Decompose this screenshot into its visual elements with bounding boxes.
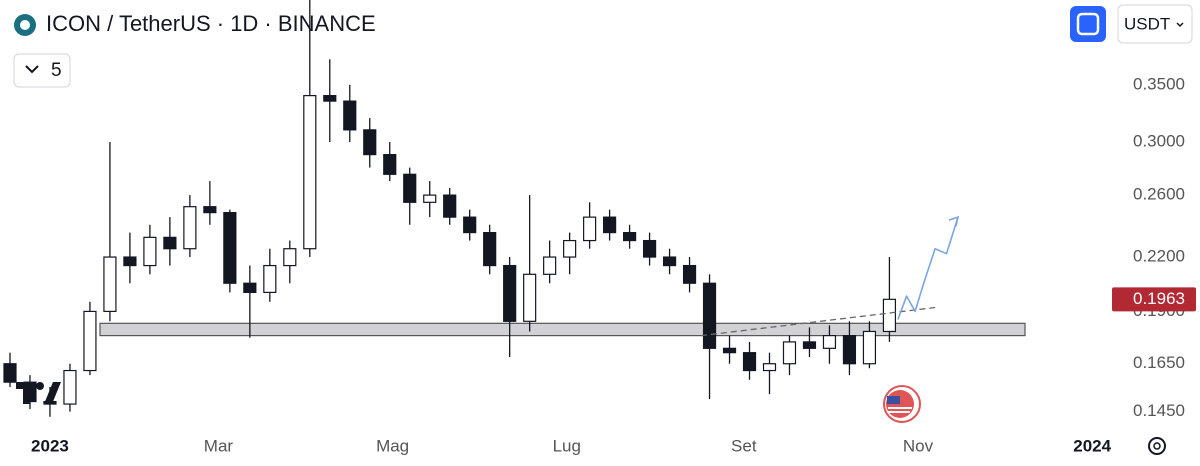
candle-body bbox=[662, 256, 677, 267]
candle-body bbox=[523, 273, 537, 322]
currency-label: USDT bbox=[1124, 14, 1170, 33]
candle-body bbox=[83, 310, 97, 372]
candle-body bbox=[243, 282, 257, 293]
projection-arrowhead bbox=[948, 215, 960, 227]
candle-body bbox=[782, 341, 797, 365]
candle-body bbox=[303, 95, 317, 250]
x-tick-label: Set bbox=[731, 436, 757, 455]
projection-path bbox=[897, 216, 959, 320]
candle-body bbox=[163, 236, 177, 250]
candle-body bbox=[63, 369, 77, 405]
candle-body bbox=[423, 194, 437, 203]
candle-body bbox=[543, 256, 557, 275]
candle-body bbox=[3, 363, 17, 383]
candle-body bbox=[283, 248, 297, 267]
y-tick-label: 0.3000 bbox=[1133, 132, 1185, 151]
candle-body bbox=[842, 335, 857, 365]
candle-body bbox=[363, 129, 377, 156]
settings-icon-inner bbox=[1153, 442, 1161, 450]
y-tick-label: 0.1450 bbox=[1133, 401, 1185, 420]
x-tick-label: Mar bbox=[204, 436, 234, 455]
candle-body bbox=[642, 239, 657, 258]
candle-body bbox=[862, 330, 877, 365]
indicator-toggle[interactable] bbox=[13, 53, 71, 88]
settings-icon[interactable] bbox=[1148, 437, 1166, 455]
candle-body bbox=[882, 298, 897, 333]
candle-body bbox=[323, 95, 337, 102]
candle-body bbox=[103, 256, 117, 313]
currency-button[interactable] bbox=[1117, 4, 1193, 44]
fullscreen-button[interactable] bbox=[1070, 6, 1106, 42]
y-tick-label: 0.2600 bbox=[1133, 185, 1185, 204]
candle-body bbox=[503, 264, 517, 322]
candle-body bbox=[583, 216, 597, 242]
candle-body bbox=[483, 231, 497, 267]
candle-body bbox=[622, 231, 637, 242]
fullscreen-icon bbox=[1076, 12, 1100, 36]
candle-body bbox=[343, 100, 357, 131]
candle-body bbox=[443, 194, 457, 218]
x-tick-label: Lug bbox=[553, 436, 581, 455]
candle-body bbox=[183, 206, 197, 250]
event-flag-icon[interactable] bbox=[883, 385, 921, 423]
candle-body bbox=[263, 264, 277, 293]
candle-body bbox=[682, 264, 697, 284]
candle-body bbox=[702, 282, 717, 349]
candle-body bbox=[403, 173, 417, 203]
symbol-logo-inner bbox=[20, 20, 30, 30]
candle-body bbox=[742, 352, 757, 372]
currency-chevron bbox=[1176, 22, 1184, 28]
candle-body bbox=[563, 239, 577, 258]
x-tick-label: Mag bbox=[376, 436, 409, 455]
x-tick-label: 2023 bbox=[31, 436, 69, 455]
tradingview-logo bbox=[16, 382, 61, 404]
candle-body bbox=[762, 363, 777, 372]
candle-body bbox=[463, 216, 477, 234]
candle-body bbox=[123, 256, 137, 267]
candle-body bbox=[603, 216, 617, 234]
candle-body bbox=[383, 154, 397, 175]
chart-title: ICON / TetherUS · 1D · BINANCE bbox=[46, 11, 376, 36]
candle-body bbox=[223, 212, 237, 284]
candle-body bbox=[822, 335, 837, 349]
chevron-icon bbox=[25, 65, 39, 74]
candle-body bbox=[203, 206, 217, 214]
candle-body bbox=[143, 236, 157, 267]
x-tick-label: Nov bbox=[903, 436, 934, 455]
last-price-label: 0.1963 bbox=[1133, 289, 1185, 308]
support-zone bbox=[99, 322, 1026, 337]
indicator-count: 5 bbox=[51, 60, 62, 81]
y-tick-label: 0.3500 bbox=[1133, 74, 1185, 93]
last-price-badge bbox=[1112, 287, 1196, 312]
y-tick-label: 0.2200 bbox=[1133, 247, 1185, 266]
plot-area bbox=[3, 0, 1026, 417]
candle-body bbox=[802, 341, 817, 349]
candle-body bbox=[722, 347, 737, 354]
y-tick-label: 0.1650 bbox=[1133, 353, 1185, 372]
x-tick-label: 2024 bbox=[1073, 436, 1111, 455]
